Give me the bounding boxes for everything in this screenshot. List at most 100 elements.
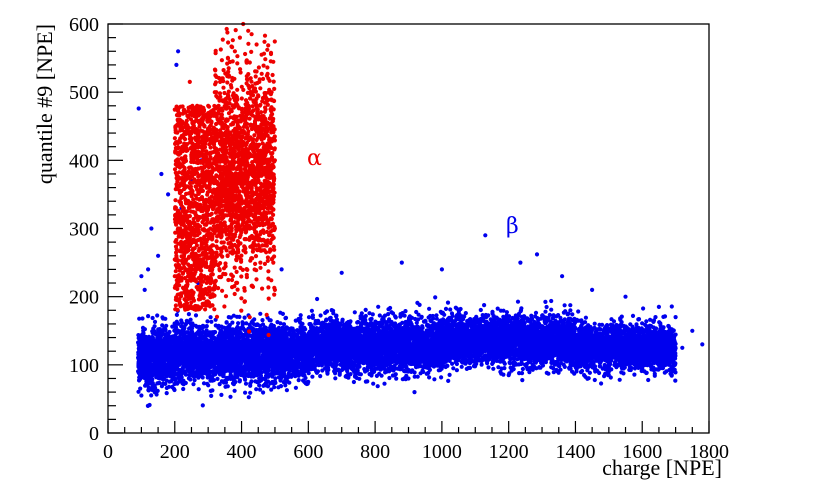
- scatter-point: [300, 350, 305, 355]
- scatter-point: [157, 327, 162, 332]
- scatter-point: [169, 379, 174, 384]
- scatter-point: [219, 358, 224, 363]
- scatter-point: [233, 368, 239, 373]
- scatter-point: [270, 343, 275, 348]
- scatter-point: [324, 309, 330, 314]
- scatter-point: [232, 388, 237, 393]
- scatter-point: [222, 369, 228, 374]
- scatter-point: [146, 357, 151, 362]
- scatter-point: [163, 327, 168, 332]
- scatter-point: [271, 366, 276, 371]
- scatter-point: [137, 378, 142, 383]
- scatter-point: [293, 385, 298, 390]
- scatter-point: [299, 326, 304, 331]
- scatter-point: [208, 315, 213, 320]
- scatter-point: [137, 350, 142, 355]
- scatter-point: [155, 357, 160, 362]
- scatter-point: [174, 312, 179, 317]
- scatter-point: [195, 368, 200, 373]
- scatter-point: [197, 344, 202, 349]
- scatter-point: [262, 325, 267, 330]
- scatter-point: [248, 383, 253, 388]
- scatter-point: [254, 387, 259, 392]
- scatter-point: [140, 331, 146, 336]
- scatter-point: [286, 341, 291, 346]
- scatter-point: [201, 341, 206, 346]
- scatter-point: [173, 365, 178, 370]
- scatter-point: [200, 323, 205, 328]
- scatter-point: [293, 318, 298, 323]
- scatter-point: [264, 339, 269, 344]
- scatter-point: [201, 381, 207, 386]
- scatter-point: [296, 340, 301, 345]
- scatter-point: [156, 364, 161, 369]
- scatter-point: [295, 334, 300, 339]
- scatter-point: [288, 359, 293, 365]
- scatter-point: [246, 349, 251, 354]
- scatter-point: [152, 319, 158, 324]
- scatter-point: [177, 378, 183, 383]
- scatter-point: [351, 379, 356, 385]
- scatter-point: [220, 348, 225, 353]
- scatter-point: [240, 325, 245, 330]
- scatter-point: [273, 361, 278, 366]
- scatter-point: [318, 374, 323, 379]
- scatter-point: [210, 369, 215, 374]
- scatter-point: [289, 336, 294, 342]
- scatter-point: [256, 347, 261, 352]
- scatter-point: [219, 392, 224, 397]
- scatter-point: [152, 324, 157, 329]
- scatter-point: [259, 355, 265, 360]
- scatter-point: [167, 329, 172, 335]
- scatter-point: [245, 361, 250, 367]
- scatter-point: [250, 349, 255, 354]
- scatter-point: [234, 314, 240, 319]
- scatter-point: [210, 356, 215, 362]
- scatter-point: [164, 391, 169, 396]
- scatter-point: [186, 312, 191, 317]
- scatter-point: [140, 316, 145, 321]
- scatter-point: [155, 313, 160, 318]
- scatter-point: [156, 381, 161, 386]
- scatter-point: [284, 388, 289, 393]
- scatter-point: [190, 322, 195, 327]
- scatter-point: [257, 387, 263, 392]
- scatter-point: [228, 338, 234, 343]
- scatter-point: [266, 365, 271, 371]
- scatter-point: [161, 351, 166, 356]
- scatter-point: [268, 381, 273, 386]
- scatter-point: [139, 335, 144, 340]
- scatter-point: [137, 316, 142, 321]
- scatter-point: [226, 315, 231, 320]
- scatter-point: [247, 322, 252, 327]
- scatter-point: [283, 338, 288, 343]
- scatter-point: [223, 384, 228, 389]
- scatter-point: [173, 336, 178, 341]
- scatter-point: [193, 373, 199, 378]
- scatter-point: [281, 328, 286, 333]
- scatter-point: [276, 370, 281, 375]
- scatter-point: [254, 366, 259, 371]
- scatter-point: [382, 381, 387, 386]
- scatter-point: [260, 318, 265, 323]
- scatter-point: [243, 377, 248, 382]
- scatter-point: [237, 340, 242, 345]
- scatter-point: [246, 367, 251, 372]
- scatter-point: [259, 334, 264, 339]
- scatter-point: [165, 341, 170, 347]
- scatter-point: [187, 366, 192, 371]
- scatter-point: [164, 355, 170, 360]
- scatter-point: [204, 324, 209, 329]
- scatter-point: [278, 321, 283, 326]
- scatter-point: [200, 363, 205, 368]
- scatter-point: [140, 325, 146, 330]
- scatter-point: [263, 348, 268, 353]
- scatter-point: [189, 341, 194, 346]
- scatter-point: [244, 355, 249, 360]
- scatter-point: [202, 353, 208, 358]
- scatter-point: [145, 403, 150, 408]
- scatter-point: [262, 376, 267, 382]
- scatter-point: [160, 338, 165, 343]
- scatter-point: [197, 324, 202, 329]
- scatter-point: [166, 384, 172, 389]
